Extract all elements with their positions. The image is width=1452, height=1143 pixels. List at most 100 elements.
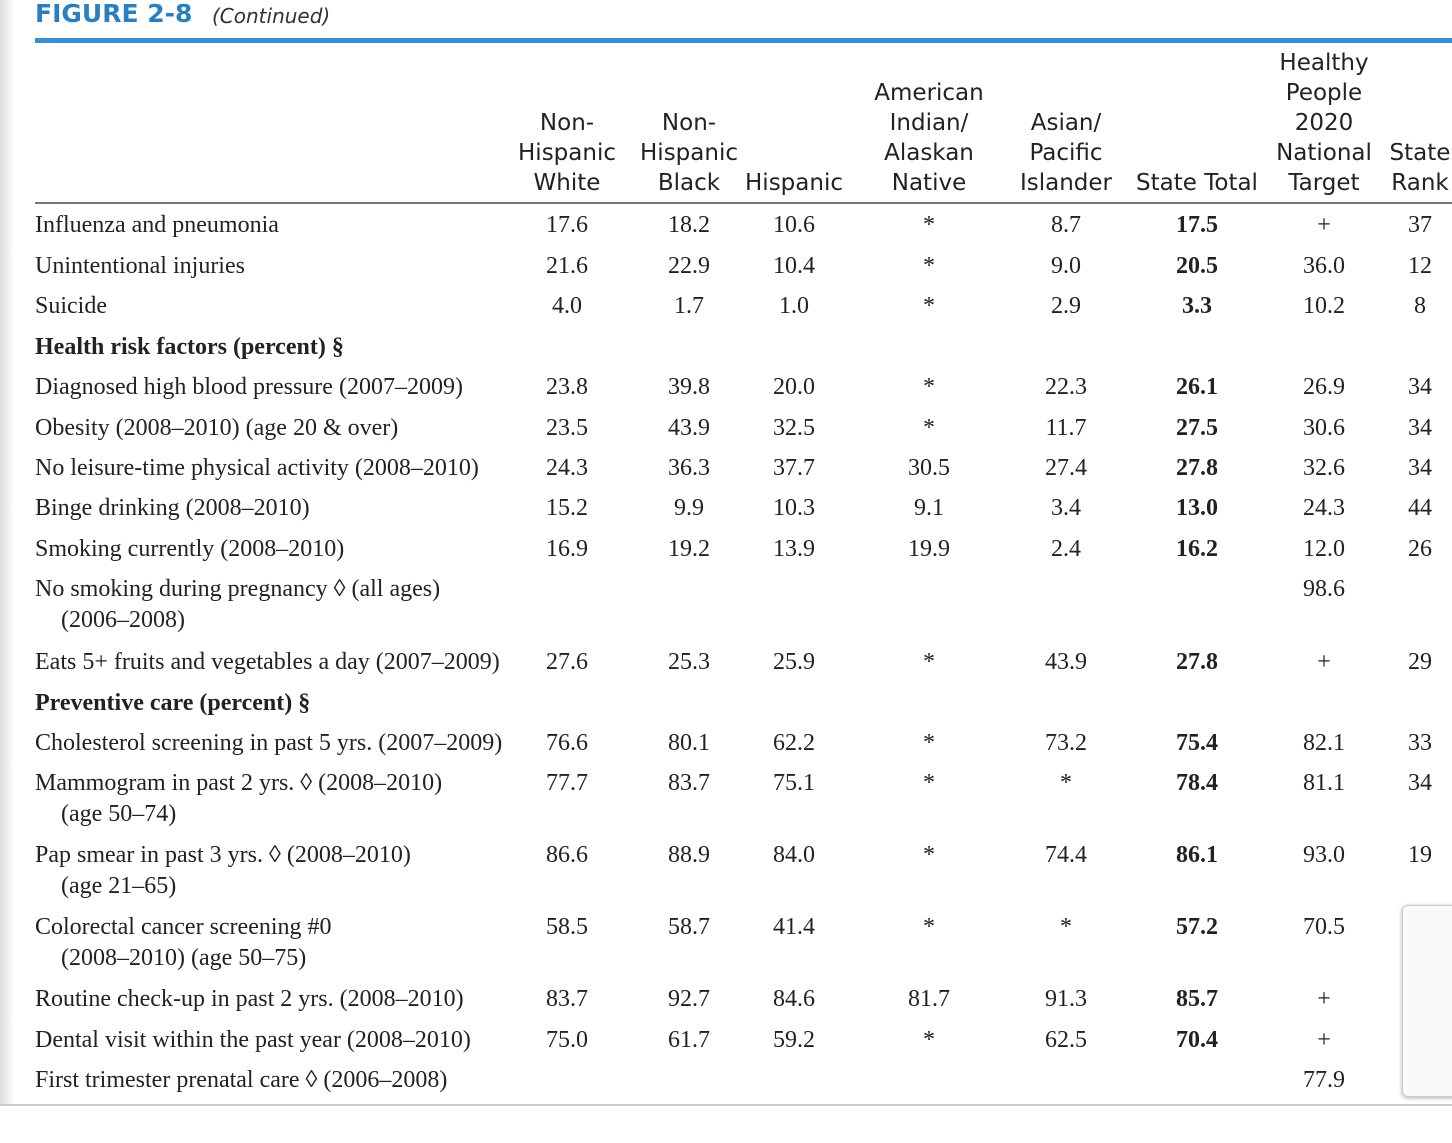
row-label: Diagnosed high blood pressure (2007–2009… (35, 374, 463, 400)
cell: 22.3 (1045, 374, 1087, 400)
row-label: (2008–2010) (age 50–75) (61, 945, 307, 971)
cell: 76.6 (546, 730, 588, 756)
cell: 37.7 (773, 455, 815, 481)
row-label: Binge drinking (2008–2010) (35, 495, 310, 521)
cell: 9.0 (1051, 253, 1081, 279)
row-label: Colorectal cancer screening #0 (35, 914, 332, 940)
column-header: Pacific (1029, 140, 1103, 166)
cell: * (1060, 770, 1072, 796)
cell: 16.9 (546, 536, 588, 562)
row-label: (age 50–74) (61, 801, 177, 827)
cell: 27.5 (1176, 415, 1218, 441)
cell: 26 (1408, 536, 1432, 562)
cell: 19.9 (908, 536, 950, 562)
cell: 36.0 (1303, 253, 1345, 279)
column-header: Asian/ (1030, 110, 1102, 136)
row-label: First trimester prenatal care ◊ (2006–20… (35, 1067, 448, 1093)
cell: 70.4 (1176, 1027, 1218, 1053)
cell: 37 (1408, 212, 1432, 238)
cell: 75.4 (1176, 730, 1218, 756)
cell: 1.0 (779, 293, 809, 319)
row-label: Suicide (35, 293, 107, 319)
cell: + (1317, 1027, 1331, 1053)
cell: 19.2 (668, 536, 710, 562)
cell: 4.0 (552, 293, 582, 319)
row-label: Dental visit within the past year (2008–… (35, 1027, 471, 1053)
column-header: Islander (1019, 170, 1113, 196)
cell: 25.3 (668, 649, 710, 675)
cell: 26.9 (1303, 374, 1345, 400)
cell: 13.9 (773, 536, 815, 562)
page-edge (0, 1104, 1452, 1106)
cell: 10.4 (773, 253, 815, 279)
cell: 57.2 (1176, 914, 1218, 940)
cell: * (923, 770, 935, 796)
cell: 77.9 (1303, 1067, 1345, 1093)
cell: 3.4 (1051, 495, 1081, 521)
cell: 75.1 (773, 770, 815, 796)
cell: 32.6 (1303, 455, 1345, 481)
cell: 23.8 (546, 374, 588, 400)
row-label: No smoking during pregnancy ◊ (all ages) (35, 576, 441, 602)
column-header: National (1276, 140, 1372, 166)
column-header: Black (657, 170, 721, 196)
cell: 83.7 (668, 770, 710, 796)
cell: 82.1 (1303, 730, 1345, 756)
cell: 21.6 (546, 253, 588, 279)
cell: 30.5 (908, 455, 950, 481)
page-shadow (0, 0, 14, 1105)
cell: 19 (1408, 842, 1432, 868)
cell: 12.0 (1303, 536, 1345, 562)
cell: 81.7 (908, 986, 950, 1012)
cell: 34 (1408, 770, 1432, 796)
cell: 84.0 (773, 842, 815, 868)
cell: * (923, 1027, 935, 1053)
cell: 34 (1408, 374, 1432, 400)
cell: 77.7 (546, 770, 588, 796)
cell: * (1060, 914, 1072, 940)
column-header: People (1285, 80, 1363, 106)
cell: 1.7 (674, 293, 704, 319)
cell: 81.1 (1303, 770, 1345, 796)
cell: 27.4 (1045, 455, 1087, 481)
column-header: Hispanic (640, 140, 738, 166)
cell: 84.6 (773, 986, 815, 1012)
cell: 2.9 (1051, 293, 1081, 319)
cell: 8 (1414, 293, 1426, 319)
cell: 98.6 (1303, 576, 1345, 602)
cell: 62.2 (773, 730, 815, 756)
cell: 58.7 (668, 914, 710, 940)
cell: 24.3 (1303, 495, 1345, 521)
cell: 80.1 (668, 730, 710, 756)
top-rule (35, 38, 1452, 43)
cell: 59.2 (773, 1027, 815, 1053)
cell: 85.7 (1176, 986, 1218, 1012)
row-label: (age 21–65) (61, 873, 177, 899)
cell: 26.1 (1176, 374, 1218, 400)
cell: 18.2 (668, 212, 710, 238)
cell: 9.1 (914, 495, 944, 521)
cell: 73.2 (1045, 730, 1087, 756)
section-label: Preventive care (percent) § (35, 690, 311, 716)
section-label: Health risk factors (percent) § (35, 334, 344, 360)
cell: 20.5 (1176, 253, 1218, 279)
column-header: Target (1288, 170, 1360, 196)
cell: 11.7 (1045, 415, 1087, 441)
row-label: Unintentional injuries (35, 253, 245, 279)
column-header: Rank (1391, 170, 1449, 196)
column-header: Non- (661, 110, 717, 136)
cell: 78.4 (1176, 770, 1218, 796)
cell: 34 (1408, 415, 1432, 441)
cell: 33 (1408, 730, 1432, 756)
cell: 34 (1408, 455, 1432, 481)
cell: 61.7 (668, 1027, 710, 1053)
cell: 62.5 (1045, 1027, 1087, 1053)
cell: 70.5 (1303, 914, 1345, 940)
cell: 10.2 (1303, 293, 1345, 319)
column-header: Hispanic (518, 140, 616, 166)
cell: 43.9 (1045, 649, 1087, 675)
cell: 91.3 (1045, 986, 1087, 1012)
cell: 24.3 (546, 455, 588, 481)
cell: 22.9 (668, 253, 710, 279)
